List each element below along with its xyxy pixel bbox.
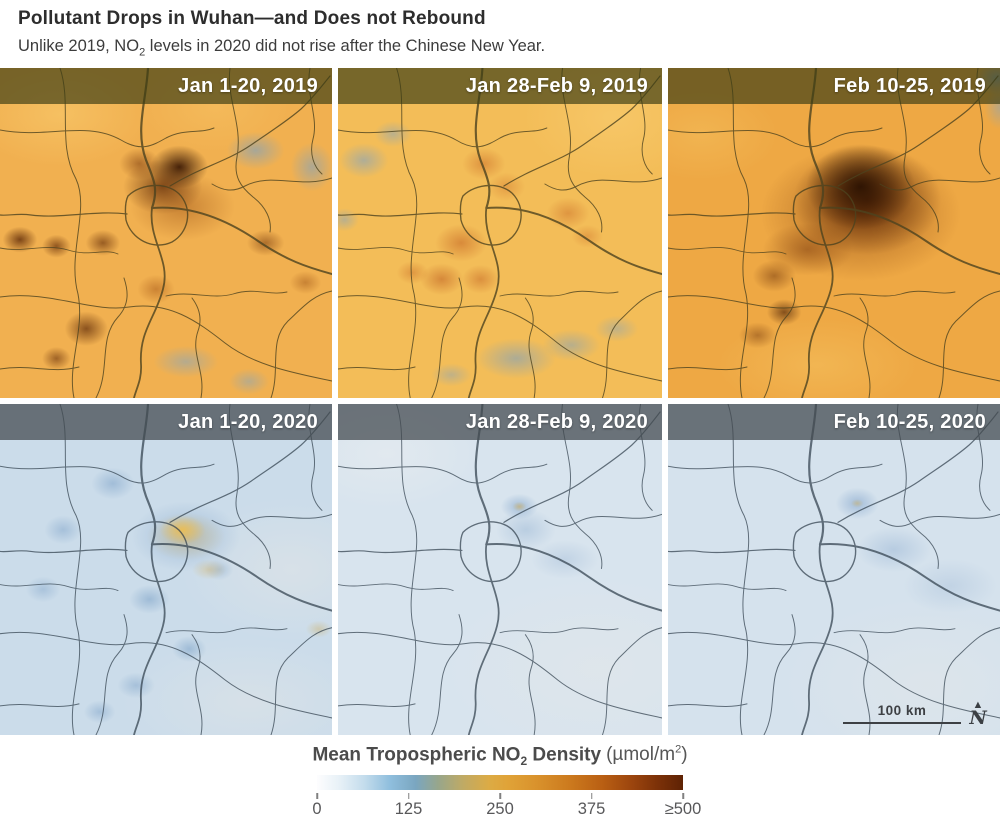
- legend-title-main2: Density: [527, 744, 602, 766]
- legend-tick-mark: [316, 793, 318, 800]
- legend-unit-post: ): [681, 744, 688, 766]
- date-banner-label: Feb 10-25, 2020: [833, 410, 986, 433]
- map-panel-feb10-25-2019: Feb 10-25, 2019: [668, 68, 1000, 398]
- date-banner: Jan 1-20, 2019: [0, 68, 332, 104]
- colorbar-wrap: 0 125 250 375 ≥500: [312, 775, 701, 822]
- date-banner: Jan 28-Feb 9, 2019: [338, 68, 662, 104]
- map-panel-jan1-20-2019: Jan 1-20, 2019: [0, 68, 332, 398]
- legend-tick-label: 125: [394, 800, 423, 819]
- figure-header: Pollutant Drops in Wuhan—and Does not Re…: [18, 8, 990, 62]
- date-banner: Jan 1-20, 2020: [0, 404, 332, 440]
- road-network-overlay: [0, 404, 332, 735]
- legend-ticks: 0 125 250 375 ≥500: [312, 790, 701, 822]
- scale-bar-label: 100 km: [877, 703, 927, 718]
- road-network-overlay: [338, 68, 662, 398]
- legend: Mean Tropospheric NO2 Density (µmol/m2) 0…: [0, 735, 1000, 826]
- legend-tick-label: 375: [577, 800, 606, 819]
- legend-tick-label: ≥500: [664, 800, 702, 819]
- road-network-overlay: [668, 68, 1000, 398]
- subtitle-no2-subscript: 2: [139, 46, 146, 59]
- scale-bar: 100 km: [843, 703, 961, 724]
- map-panel-jan28-feb9-2019: Jan 28-Feb 9, 2019: [338, 68, 662, 398]
- legend-tick-label: 0: [312, 800, 322, 819]
- subtitle-text-pre: Unlike 2019, NO: [18, 37, 140, 55]
- legend-tick-mark: [590, 793, 593, 800]
- page-title-text: Pollutant Drops in Wuhan—and Does not Re…: [18, 8, 486, 29]
- date-banner-label: Jan 1-20, 2019: [178, 74, 318, 97]
- road-network-overlay: [668, 404, 1000, 735]
- date-banner-label: Jan 28-Feb 9, 2020: [465, 410, 648, 433]
- colorbar-gradient: [317, 775, 683, 791]
- legend-no2-subscript: 2: [520, 754, 528, 769]
- subtitle-text-post: levels in 2020 did not rise after the Ch…: [145, 37, 546, 55]
- legend-title-main: Mean Tropospheric NO: [312, 744, 521, 766]
- legend-unit-sup: 2: [675, 744, 682, 756]
- scale-bar-line: [843, 722, 961, 724]
- date-banner-label: Jan 1-20, 2020: [178, 410, 318, 433]
- road-network-overlay: [0, 68, 332, 398]
- north-arrow: ▲ N: [965, 699, 991, 729]
- page-subtitle: Unlike 2019, NO2 levels in 2020 did not …: [18, 37, 990, 62]
- legend-title: Mean Tropospheric NO2 Density (µmol/m2): [0, 744, 1000, 768]
- date-banner-label: Jan 28-Feb 9, 2019: [465, 74, 648, 97]
- map-panel-jan1-20-2020: Jan 1-20, 2020: [0, 404, 332, 735]
- date-banner: Feb 10-25, 2020: [668, 404, 1000, 440]
- legend-tick-label: 250: [486, 800, 514, 819]
- north-arrow-icon: ▲: [972, 699, 984, 711]
- map-panel-jan28-feb9-2020: Jan 28-Feb 9, 2020: [338, 404, 662, 735]
- date-banner: Feb 10-25, 2019: [668, 68, 1000, 104]
- map-grid: Jan 1-20, 2019 Jan 28-Feb 9, 2019 Feb 10…: [0, 68, 1000, 735]
- legend-tick-mark: [499, 793, 501, 800]
- legend-tick-mark: [682, 793, 684, 800]
- legend-unit-pre: (µmol/m: [606, 744, 676, 766]
- date-banner: Jan 28-Feb 9, 2020: [338, 404, 662, 440]
- date-banner-label: Feb 10-25, 2019: [833, 74, 986, 97]
- legend-unit: (µmol/m2): [606, 744, 687, 765]
- road-network-overlay: [338, 404, 662, 735]
- page-title: Pollutant Drops in Wuhan—and Does not Re…: [18, 8, 990, 30]
- legend-tick-mark: [407, 793, 410, 800]
- north-arrow-label: N: [969, 707, 987, 729]
- map-panel-feb10-25-2020: Feb 10-25, 2020 100 km ▲ N: [668, 404, 1000, 735]
